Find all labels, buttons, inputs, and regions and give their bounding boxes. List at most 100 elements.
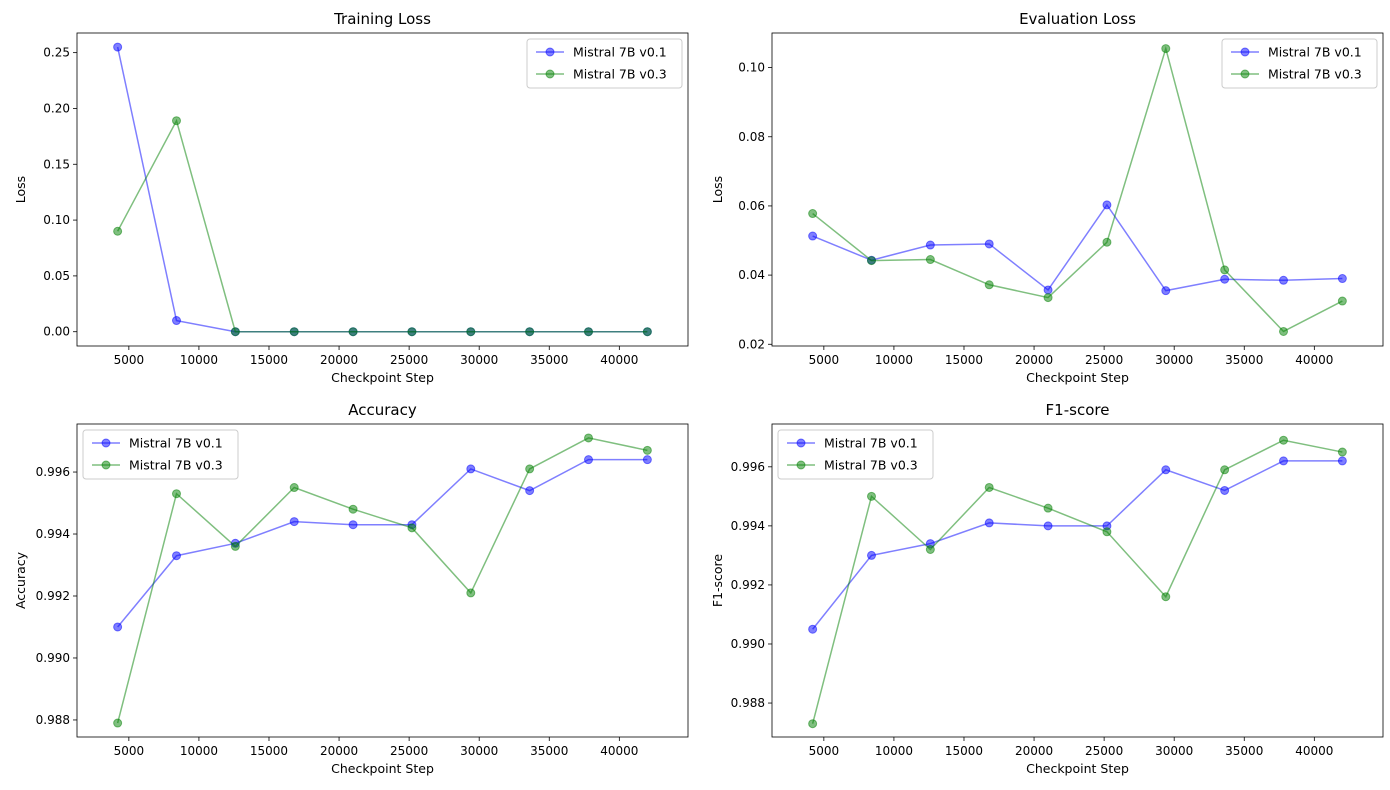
y-tick-label: 0.990 (731, 637, 765, 651)
plot-frame (76, 32, 689, 347)
data-point (584, 327, 594, 337)
y-tick-label: 0.00 (43, 325, 70, 339)
chart-title: F1-score (1046, 401, 1110, 419)
y-tick-label: 0.02 (738, 337, 765, 351)
data-point (642, 327, 652, 337)
data-point (348, 520, 358, 530)
y-tick-label: 0.996 (36, 465, 70, 479)
data-point (1220, 265, 1230, 275)
x-tick-label: 35000 (1225, 744, 1263, 758)
x-tick-label: 25000 (390, 353, 428, 367)
data-point (407, 523, 417, 533)
series-line-1 (812, 203, 1343, 292)
data-point (1220, 465, 1230, 475)
data-point (1279, 435, 1289, 445)
legend-marker-1 (1240, 47, 1250, 57)
legend-marker-2 (101, 460, 111, 470)
data-point (1337, 274, 1347, 284)
data-point (1337, 447, 1347, 457)
series-line-1 (812, 460, 1343, 630)
x-tick-label: 10000 (180, 744, 218, 758)
data-point (466, 588, 476, 598)
data-point (348, 504, 358, 514)
plot-frame (771, 423, 1384, 738)
data-point (1279, 275, 1289, 285)
legend-marker-2 (545, 69, 555, 79)
y-tick-label: 0.10 (43, 213, 70, 227)
legend-marker-2 (796, 460, 806, 470)
x-tick-label: 5000 (114, 744, 145, 758)
data-point (113, 622, 123, 632)
data-point (925, 544, 935, 554)
x-tick-label: 30000 (1155, 353, 1193, 367)
y-axis-label: Loss (13, 176, 28, 203)
x-tick-label: 25000 (1085, 744, 1123, 758)
x-tick-label: 20000 (320, 353, 358, 367)
data-point (1279, 326, 1289, 336)
data-point (171, 116, 181, 126)
y-tick-label: 0.988 (731, 696, 765, 710)
data-point (984, 482, 994, 492)
x-tick-label: 40000 (600, 353, 638, 367)
series-line-1 (116, 46, 648, 333)
legend-box (1221, 38, 1378, 89)
x-tick-label: 40000 (1295, 744, 1333, 758)
data-point (289, 483, 299, 493)
y-tick-label: 0.992 (731, 578, 765, 592)
data-point (808, 231, 818, 241)
data-point (866, 256, 876, 266)
x-tick-label: 10000 (875, 353, 913, 367)
data-point (1220, 274, 1230, 284)
data-point (584, 433, 594, 443)
legend-label-2: Mistral 7B v0.3 (573, 67, 667, 82)
data-point (642, 455, 652, 465)
data-point (1161, 465, 1171, 475)
y-tick-label: 0.04 (738, 268, 765, 282)
data-point (984, 280, 994, 290)
legend-label-1: Mistral 7B v0.1 (824, 436, 918, 451)
x-tick-label: 35000 (1225, 353, 1263, 367)
data-point (1102, 237, 1112, 247)
data-point (1102, 200, 1112, 210)
data-point (113, 226, 123, 236)
data-point (1337, 296, 1347, 306)
x-tick-label: 5000 (809, 744, 840, 758)
x-tick-label: 20000 (1015, 744, 1053, 758)
y-tick-label: 0.15 (43, 157, 70, 171)
data-point (984, 239, 994, 249)
data-point (1043, 503, 1053, 513)
y-tick-label: 0.06 (738, 199, 765, 213)
chart-title: Training Loss (333, 10, 431, 28)
x-tick-label: 15000 (945, 744, 983, 758)
x-tick-label: 35000 (530, 353, 568, 367)
x-tick-label: 10000 (180, 353, 218, 367)
y-tick-label: 0.05 (43, 269, 70, 283)
data-point (113, 42, 123, 52)
x-tick-label: 5000 (114, 353, 145, 367)
data-point (866, 550, 876, 560)
legend: Mistral 7B v0.1 Mistral 7B v0.3 (82, 429, 239, 480)
legend-label-1: Mistral 7B v0.1 (1268, 45, 1362, 60)
data-point (808, 719, 818, 729)
data-point (584, 455, 594, 465)
legend: Mistral 7B v0.1 Mistral 7B v0.3 (1221, 38, 1378, 89)
data-point (1161, 44, 1171, 54)
legend-marker-1 (796, 438, 806, 448)
y-tick-label: 0.994 (731, 519, 765, 533)
x-tick-label: 20000 (320, 744, 358, 758)
x-tick-label: 40000 (1295, 353, 1333, 367)
y-axis-label: Accuracy (13, 551, 28, 609)
y-tick-label: 0.992 (36, 589, 70, 603)
x-axis-label: Checkpoint Step (331, 370, 434, 385)
chart-title: Evaluation Loss (1019, 10, 1136, 28)
y-tick-label: 0.990 (36, 651, 70, 665)
legend-label-2: Mistral 7B v0.3 (1268, 67, 1362, 82)
x-tick-label: 5000 (809, 353, 840, 367)
data-point (230, 327, 240, 337)
data-point (925, 240, 935, 250)
data-point (866, 491, 876, 501)
y-tick-label: 0.994 (36, 527, 70, 541)
x-tick-label: 10000 (875, 744, 913, 758)
x-tick-label: 20000 (1015, 353, 1053, 367)
